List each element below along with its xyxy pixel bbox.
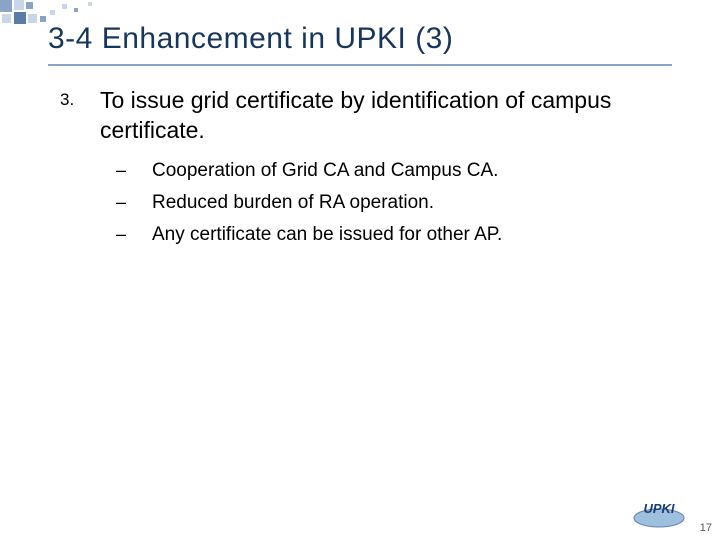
numbered-item: 3. To issue grid certificate by identifi…: [60, 86, 670, 146]
title-underline: [48, 64, 672, 66]
sub-item-text: Cooperation of Grid CA and Campus CA.: [152, 160, 670, 182]
slide-title: 3-4 Enhancement in UPKI (3): [48, 22, 453, 56]
page-number: 17: [700, 522, 712, 534]
item-number: 3.: [60, 86, 100, 146]
deco-square: [62, 4, 67, 9]
deco-square: [2, 14, 11, 23]
dash-bullet: –: [110, 192, 152, 214]
deco-square: [40, 16, 46, 22]
deco-square: [74, 8, 78, 12]
dash-bullet: –: [110, 224, 152, 246]
sub-item-text: Any certificate can be issued for other …: [152, 224, 670, 246]
sub-item: –Reduced burden of RA operation.: [110, 192, 670, 214]
deco-square: [88, 2, 92, 6]
deco-square: [28, 14, 37, 23]
deco-square: [14, 12, 26, 24]
deco-square: [50, 10, 55, 15]
sub-item-text: Reduced burden of RA operation.: [152, 192, 670, 214]
deco-square: [26, 2, 33, 9]
upki-logo: UPKI: [632, 496, 686, 530]
dash-bullet: –: [110, 160, 152, 182]
deco-square: [0, 0, 12, 12]
deco-square: [14, 0, 24, 10]
body-content: 3. To issue grid certificate by identifi…: [60, 86, 670, 256]
sub-item: –Any certificate can be issued for other…: [110, 224, 670, 246]
sub-item: –Cooperation of Grid CA and Campus CA.: [110, 160, 670, 182]
svg-text:UPKI: UPKI: [643, 501, 674, 516]
item-text: To issue grid certificate by identificat…: [100, 86, 670, 146]
sub-list: –Cooperation of Grid CA and Campus CA.–R…: [110, 160, 670, 246]
